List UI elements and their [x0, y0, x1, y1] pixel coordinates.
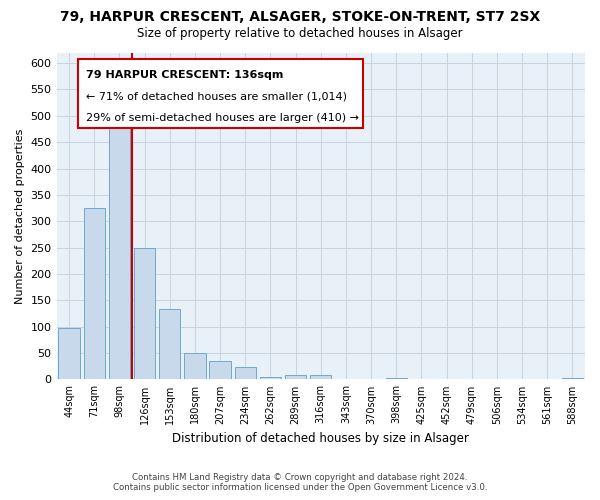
Bar — [310, 375, 331, 380]
Text: 79, HARPUR CRESCENT, ALSAGER, STOKE-ON-TRENT, ST7 2SX: 79, HARPUR CRESCENT, ALSAGER, STOKE-ON-T… — [60, 10, 540, 24]
Bar — [134, 248, 155, 380]
Bar — [562, 378, 583, 380]
Text: Contains HM Land Registry data © Crown copyright and database right 2024.
Contai: Contains HM Land Registry data © Crown c… — [113, 473, 487, 492]
Text: ← 71% of detached houses are smaller (1,014): ← 71% of detached houses are smaller (1,… — [86, 92, 347, 102]
Text: Size of property relative to detached houses in Alsager: Size of property relative to detached ho… — [137, 28, 463, 40]
Bar — [58, 328, 80, 380]
Bar — [209, 361, 231, 380]
Bar — [83, 208, 105, 380]
FancyBboxPatch shape — [77, 59, 363, 128]
Text: 29% of semi-detached houses are larger (410) →: 29% of semi-detached houses are larger (… — [86, 113, 359, 123]
Y-axis label: Number of detached properties: Number of detached properties — [15, 128, 25, 304]
Bar — [386, 378, 407, 380]
Bar — [109, 118, 130, 380]
X-axis label: Distribution of detached houses by size in Alsager: Distribution of detached houses by size … — [172, 432, 469, 445]
Bar — [159, 310, 181, 380]
Text: 79 HARPUR CRESCENT: 136sqm: 79 HARPUR CRESCENT: 136sqm — [86, 70, 283, 81]
Bar — [260, 377, 281, 380]
Bar — [285, 375, 307, 380]
Bar — [184, 353, 206, 380]
Bar — [235, 368, 256, 380]
